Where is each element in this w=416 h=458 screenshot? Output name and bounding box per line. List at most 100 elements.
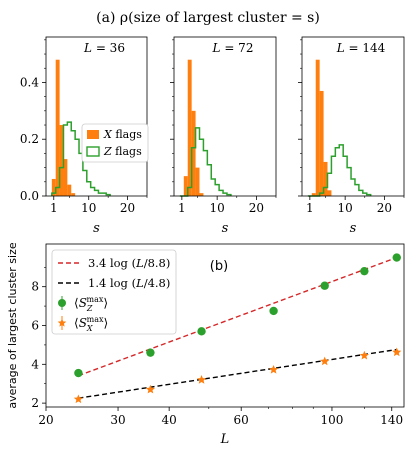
x-flags-bar xyxy=(311,193,316,196)
x-tick-label: 60 xyxy=(234,413,249,427)
x-tick-label: 10 xyxy=(210,201,225,215)
legend-var: S xyxy=(79,316,87,330)
data-point-star xyxy=(57,318,67,327)
data-point-circle xyxy=(360,266,369,276)
y-tick-label: 0.2 xyxy=(20,132,39,146)
histogram-panel-2: 1 10 20 L = 72 s xyxy=(170,36,277,236)
panel-size-label-var: L xyxy=(336,41,345,55)
data-point-star xyxy=(359,350,369,360)
x-flags-bar xyxy=(55,59,60,196)
y-axis-label: average of largest cluster size xyxy=(6,242,19,409)
y-tick-label: 8 xyxy=(31,280,39,294)
x-flags-bar xyxy=(327,190,332,196)
data-point-star xyxy=(392,347,402,357)
data-point-circle xyxy=(74,368,83,378)
y-tick-label: 4 xyxy=(31,357,39,371)
x-tick-label: 10 xyxy=(81,201,96,215)
legend-subscript: X xyxy=(86,324,93,333)
data-point-circle xyxy=(197,327,206,336)
chart-title: (a) ρ(size of largest cluster = s) xyxy=(96,10,320,26)
x-flags-bar xyxy=(319,90,324,196)
x-flags-bar xyxy=(199,193,204,196)
series-2 xyxy=(73,347,402,404)
x-tick-label: 30 xyxy=(110,413,125,427)
plot-frame xyxy=(45,36,148,197)
y-tick-label: 0.4 xyxy=(20,75,39,89)
x-tick-label: 40 xyxy=(162,413,177,427)
legend-rest: /8.8) xyxy=(144,256,171,270)
x-flags-bar xyxy=(195,167,200,196)
y-tick-label: 2 xyxy=(31,396,39,410)
x-flags-bar xyxy=(63,159,68,196)
x-flags-bar xyxy=(67,184,72,196)
x-flags-bar xyxy=(191,110,196,196)
data-point-star xyxy=(196,375,207,384)
z-flags-step xyxy=(51,121,111,196)
legend-fit-label-1: 3.4 log (L/8.8) xyxy=(88,256,170,270)
legend: 3.4 log (L/8.8)1.4 log (L/4.8)⟨SZmax⟩⟨SX… xyxy=(51,249,177,335)
data-point-star xyxy=(320,356,330,366)
x-flags-bar xyxy=(51,178,56,196)
legend-rest: flags xyxy=(112,128,142,141)
y-tick-label: 6 xyxy=(31,319,39,333)
legend-rest: flags xyxy=(112,145,142,158)
plot-frame xyxy=(173,36,277,197)
x-tick-label: 20 xyxy=(120,201,135,215)
legend-coef: 1.4 log ( xyxy=(88,276,136,290)
data-point-circle xyxy=(146,348,155,357)
panel-label: (b) xyxy=(210,259,228,274)
legend-var: S xyxy=(79,296,87,310)
legend-var: Z xyxy=(103,145,112,158)
plot-frame xyxy=(301,36,405,197)
x-tick-label: 20 xyxy=(249,201,264,215)
x-flags-bar xyxy=(183,176,188,196)
x-tick-label: 1 xyxy=(50,201,58,215)
data-point-star xyxy=(73,394,83,404)
x-flags-bar xyxy=(315,59,320,196)
legend-var: L xyxy=(135,256,144,270)
legend-marker-circle xyxy=(58,299,66,307)
x-axis-label: s xyxy=(93,221,100,236)
data-point-circle xyxy=(269,306,278,316)
legend-swatch-x xyxy=(87,130,99,139)
legend-swatch-z xyxy=(86,146,100,157)
panel-size-label-rest: = 144 xyxy=(345,41,386,55)
legend-superscript: max xyxy=(86,295,103,304)
legend-label-x: X flags xyxy=(103,128,142,141)
legend-fit-label-2: 1.4 log (L/4.8) xyxy=(88,276,170,290)
legend-series-label-2: ⟨SXmax⟩ xyxy=(74,315,108,333)
legend-frame xyxy=(51,249,177,335)
x-axis-label: L xyxy=(220,432,230,447)
legend-superscript: max xyxy=(87,315,104,324)
legend-bracket: ⟨ xyxy=(74,296,79,310)
legend-var: L xyxy=(135,276,144,290)
z-flags-step xyxy=(307,144,372,197)
panel-size-label-rest: = 72 xyxy=(221,41,254,55)
x-tick-label: 140 xyxy=(380,413,403,427)
legend-coef: 3.4 log ( xyxy=(88,256,136,270)
y-tick-label: 0.0 xyxy=(20,189,39,203)
panel-size-label: L = 36 xyxy=(83,41,125,55)
z-flags-step xyxy=(179,127,232,197)
x-flags-bar xyxy=(71,193,76,196)
panel-size-label-rest: = 36 xyxy=(92,41,125,55)
x-tick-label: 1 xyxy=(178,201,186,215)
panel-size-label: L = 144 xyxy=(336,41,386,55)
x-tick-label: 20 xyxy=(38,413,53,427)
legend-rest: /4.8) xyxy=(144,276,171,290)
x-tick-label: 10 xyxy=(338,201,353,215)
x-tick-label: 100 xyxy=(321,413,344,427)
data-point-circle xyxy=(320,281,329,290)
fit-line-1 xyxy=(78,256,397,377)
panel-size-label-var: L xyxy=(83,41,92,55)
series-1 xyxy=(74,253,401,378)
x-flags-bar xyxy=(59,125,64,196)
x-axis-label: s xyxy=(222,221,229,236)
legend-bracket: ⟨ xyxy=(74,316,79,330)
legend-var: X xyxy=(103,128,113,141)
